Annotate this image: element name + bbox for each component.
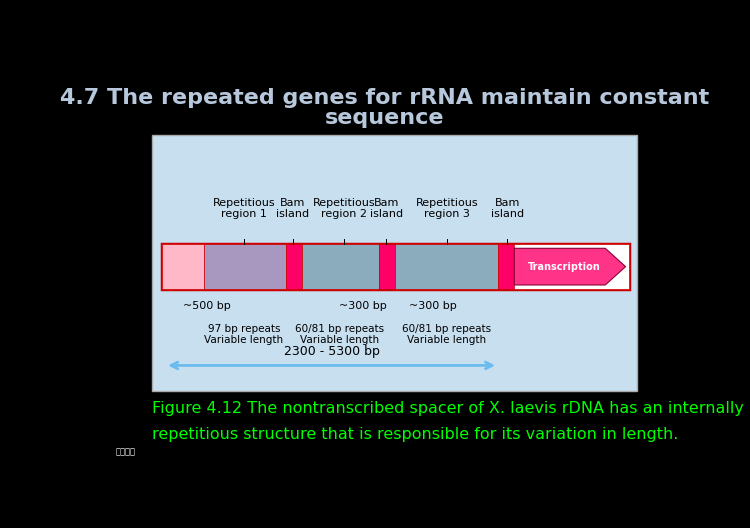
Bar (162, 244, 204, 289)
Bar (162, 244, 628, 289)
Bar (302, 244, 379, 289)
Text: 60/81 bp repeats
Variable length: 60/81 bp repeats Variable length (402, 324, 491, 345)
Text: Bam
island: Bam island (490, 197, 524, 219)
Text: Repetitious
region 3: Repetitious region 3 (416, 197, 478, 219)
Text: Transcription: Transcription (528, 262, 601, 271)
Bar (204, 244, 286, 289)
Text: ~500 bp: ~500 bp (183, 301, 231, 311)
Bar (514, 244, 628, 289)
Bar (286, 244, 302, 289)
Text: 97 bp repeats
Variable length: 97 bp repeats Variable length (204, 324, 284, 345)
Text: Repetitious
region 1: Repetitious region 1 (212, 197, 275, 219)
Text: 60/81 bp repeats
Variable length: 60/81 bp repeats Variable length (295, 324, 384, 345)
FancyArrow shape (514, 248, 625, 285)
Text: ~300 bp: ~300 bp (340, 301, 387, 311)
Text: ~300 bp: ~300 bp (410, 301, 458, 311)
Text: Bam
island: Bam island (370, 197, 403, 219)
Bar (152, 135, 638, 391)
Text: repetitious structure that is responsible for its variation in length.: repetitious structure that is responsibl… (152, 427, 678, 442)
Text: Figure 4.12 The nontranscribed spacer of X. laevis rDNA has an internally: Figure 4.12 The nontranscribed spacer of… (152, 401, 744, 416)
Bar (395, 244, 498, 289)
Text: 4.7 The repeated genes for rRNA maintain constant: 4.7 The repeated genes for rRNA maintain… (60, 88, 709, 108)
Text: Repetitious
region 2: Repetitious region 2 (313, 197, 376, 219)
Bar (379, 244, 395, 289)
Text: 2300 - 5300 bp: 2300 - 5300 bp (284, 345, 380, 358)
Bar (498, 244, 514, 289)
Text: 清华大学: 清华大学 (116, 447, 136, 456)
Text: sequence: sequence (325, 108, 444, 128)
Text: Bam
island: Bam island (276, 197, 310, 219)
